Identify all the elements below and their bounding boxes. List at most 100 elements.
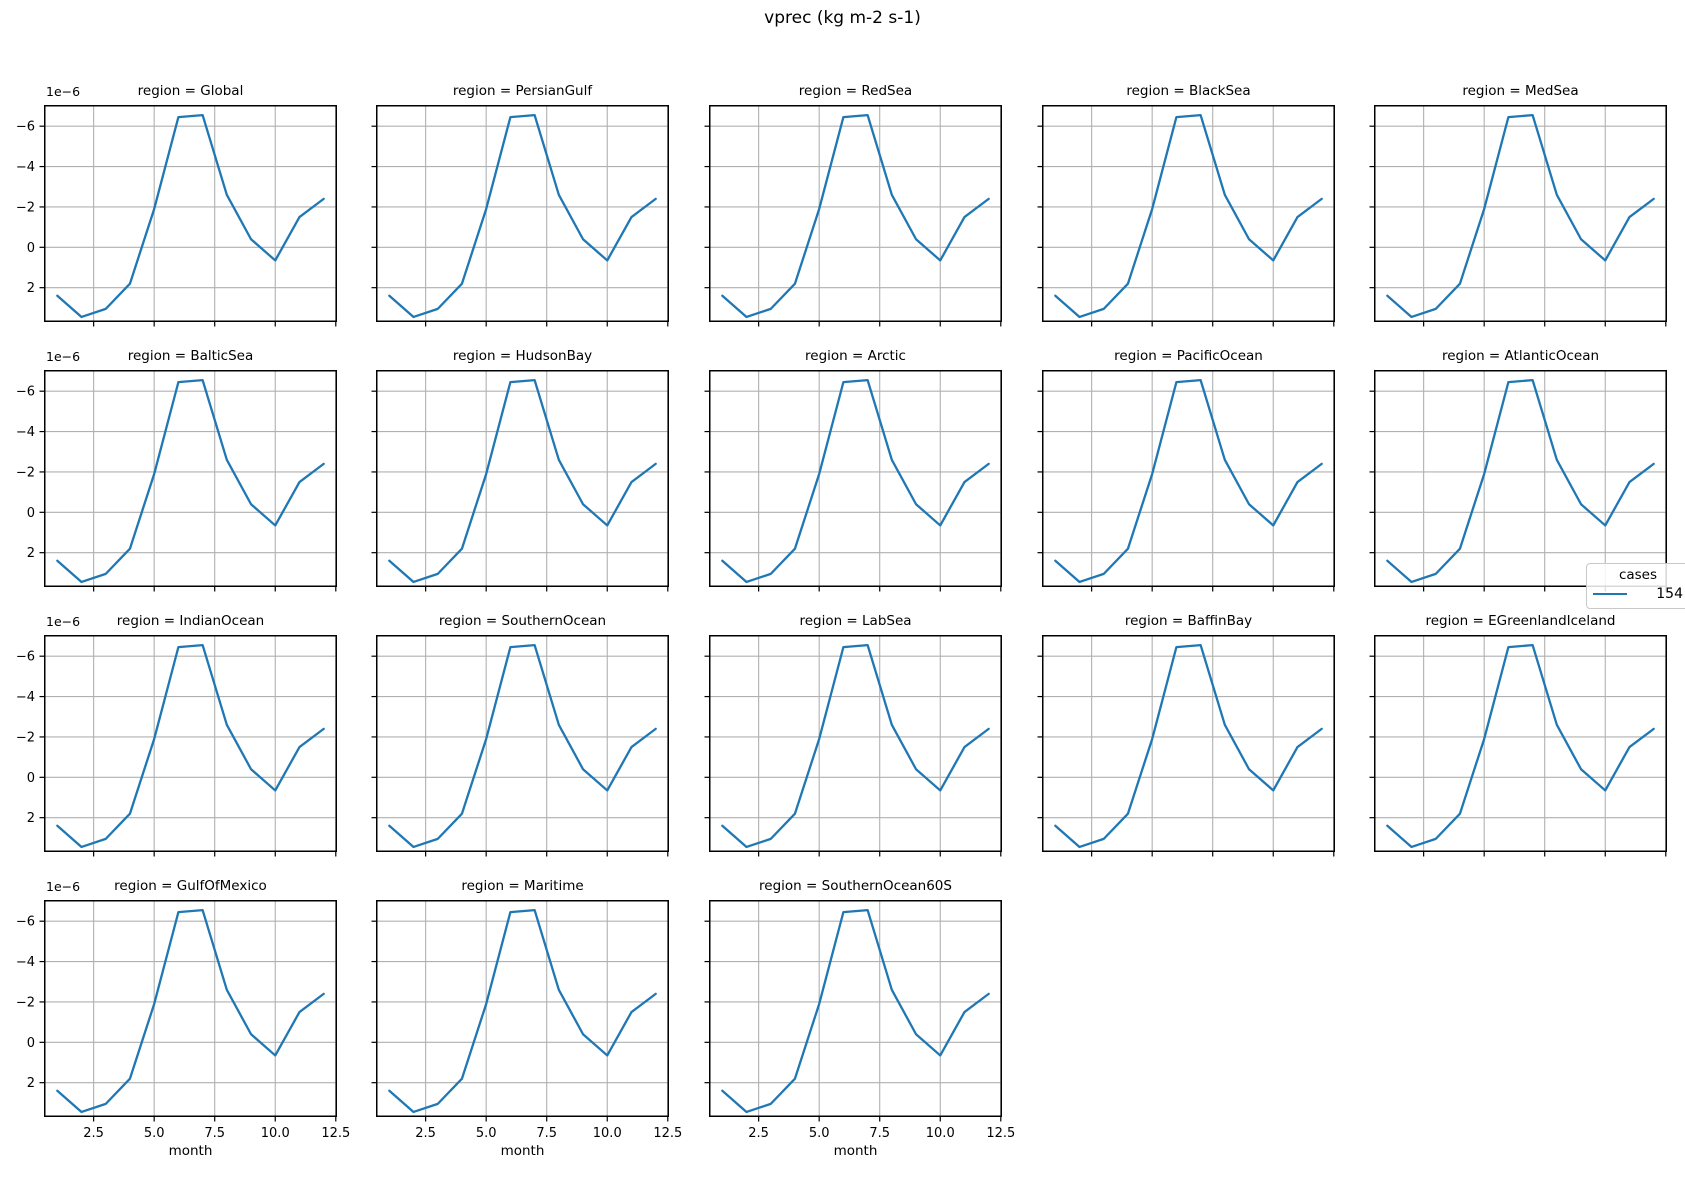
- facet-SouthernOcean60S: region = SouthernOcean60S 2.5 5.0 7.5 10.0 12…: [704, 870, 1015, 1177]
- facet-plot-RedSea: [704, 105, 1002, 327]
- y-tick-label: −6: [16, 120, 35, 135]
- series-line: [1386, 378, 1655, 584]
- plot-frame: [376, 635, 669, 852]
- x-axis-label: month: [833, 1143, 878, 1159]
- facet-BalticSea: region = BalticSea 1e−6 −6 −4 −2 0 2: [16, 340, 337, 597]
- facet-title: region = PersianGulf: [452, 83, 593, 99]
- facet-plot-GulfOfMexico: −6 −4 −2 0 2 2.5 5.0 7.5 10.0 12.5: [16, 900, 350, 1141]
- facet-plot-Arctic: [704, 370, 1002, 592]
- y-tick-label: −4: [16, 955, 35, 970]
- facet-plot-BalticSea: −6 −4 −2 0 2: [16, 370, 337, 592]
- plot-frame: [709, 105, 1002, 322]
- series-line: [1386, 643, 1655, 849]
- facet-plot-HudsonBay: [371, 370, 669, 592]
- y-axis-offset-label: 1e−6: [46, 879, 81, 894]
- series-line: [388, 643, 657, 849]
- y-tick-label: 0: [27, 771, 35, 786]
- plot-frame: [44, 370, 337, 587]
- y-tick-label: −6: [16, 650, 35, 665]
- facet-title: region = Maritime: [461, 878, 584, 894]
- facet-MedSea: region = MedSea: [1369, 75, 1667, 332]
- series-line: [1386, 113, 1655, 319]
- x-tick-label: 10.0: [261, 1126, 290, 1141]
- series-line: [56, 378, 325, 584]
- plot-frame: [1374, 370, 1667, 587]
- legend: cases 154: [1586, 563, 1685, 609]
- facet-title: region = BlackSea: [1126, 83, 1251, 99]
- facet-title: region = GulfOfMexico: [114, 878, 267, 894]
- series-line: [721, 908, 990, 1114]
- facet-PacificOcean: region = PacificOcean: [1037, 340, 1335, 597]
- facet-plot-MedSea: [1369, 105, 1667, 327]
- plot-frame: [709, 370, 1002, 587]
- facet-plot-IndianOcean: −6 −4 −2 0 2: [16, 635, 337, 857]
- facet-plot-LabSea: [704, 635, 1002, 857]
- facet-Arctic: region = Arctic: [704, 340, 1002, 597]
- facet-title: region = RedSea: [798, 83, 913, 99]
- facet-SouthernOcean: region = SouthernOcean: [371, 605, 669, 862]
- x-tick-label: 10.0: [926, 1126, 955, 1141]
- facet-BlackSea: region = BlackSea: [1037, 75, 1335, 332]
- y-tick-label: 0: [27, 241, 35, 256]
- x-axis-label: month: [168, 1143, 213, 1159]
- facet-plot-BaffinBay: [1037, 635, 1335, 857]
- series-line: [721, 378, 990, 584]
- series-line: [721, 113, 990, 319]
- y-tick-label: −4: [16, 425, 35, 440]
- y-axis-offset-label: 1e−6: [46, 349, 81, 364]
- plot-frame: [709, 635, 1002, 852]
- plot-frame: [1042, 105, 1335, 322]
- y-tick-label: 2: [27, 1076, 35, 1091]
- facet-title: region = AtlanticOcean: [1441, 348, 1600, 364]
- x-tick-label: 12.5: [321, 1126, 350, 1141]
- series-line: [721, 643, 990, 849]
- plot-frame: [709, 900, 1002, 1117]
- facet-plot-Maritime: 2.5 5.0 7.5 10.0 12.5: [371, 900, 682, 1141]
- facet-plot-PersianGulf: [371, 105, 669, 327]
- x-tick-label: 10.0: [593, 1126, 622, 1141]
- x-tick-label: 7.5: [536, 1126, 557, 1141]
- y-tick-label: 0: [27, 506, 35, 521]
- y-tick-label: −4: [16, 690, 35, 705]
- facet-title: region = SouthernOcean60S: [759, 878, 952, 894]
- plot-frame: [376, 900, 669, 1117]
- legend-item-label: 154: [1656, 586, 1683, 602]
- y-tick-label: −6: [16, 385, 35, 400]
- facet-title: region = BalticSea: [127, 348, 254, 364]
- series-line: [56, 113, 325, 319]
- series-line: [56, 643, 325, 849]
- x-tick-label: 7.5: [204, 1126, 225, 1141]
- legend-line-swatch: [1593, 593, 1627, 595]
- facet-PersianGulf: region = PersianGulf: [371, 75, 669, 332]
- facet-title: region = BaffinBay: [1124, 613, 1253, 629]
- series-line: [388, 113, 657, 319]
- facet-title: region = HudsonBay: [452, 348, 593, 364]
- facet-EGreenlandIceland: region = EGreenlandIceland: [1369, 605, 1667, 862]
- facet-title: region = PacificOcean: [1114, 348, 1263, 364]
- facet-plot-EGreenlandIceland: [1369, 635, 1667, 857]
- plot-frame: [1042, 635, 1335, 852]
- plot-frame: [1374, 105, 1667, 322]
- x-tick-label: 2.5: [83, 1126, 104, 1141]
- y-tick-label: −2: [16, 465, 35, 480]
- plot-frame: [376, 370, 669, 587]
- facet-RedSea: region = RedSea: [704, 75, 1002, 332]
- facet-title: region = IndianOcean: [116, 613, 265, 629]
- x-tick-label: 2.5: [748, 1126, 769, 1141]
- facet-IndianOcean: region = IndianOcean 1e−6 −6 −4 −2 0 2: [16, 605, 337, 862]
- facet-title: region = LabSea: [799, 613, 912, 629]
- x-tick-label: 2.5: [415, 1126, 436, 1141]
- y-tick-label: 2: [27, 546, 35, 561]
- legend-item: 154: [1593, 586, 1683, 602]
- x-tick-label: 12.5: [653, 1126, 682, 1141]
- plot-frame: [44, 105, 337, 322]
- y-tick-label: −2: [16, 995, 35, 1010]
- y-tick-label: −2: [16, 730, 35, 745]
- facet-plot-Global: −6 −4 −2 0 2: [16, 105, 337, 327]
- y-axis-offset-label: 1e−6: [46, 614, 81, 629]
- facet-title: region = Arctic: [805, 348, 906, 364]
- y-axis-offset-label: 1e−6: [46, 84, 81, 99]
- plot-frame: [1042, 370, 1335, 587]
- x-tick-label: 5.0: [809, 1126, 830, 1141]
- x-tick-label: 5.0: [144, 1126, 165, 1141]
